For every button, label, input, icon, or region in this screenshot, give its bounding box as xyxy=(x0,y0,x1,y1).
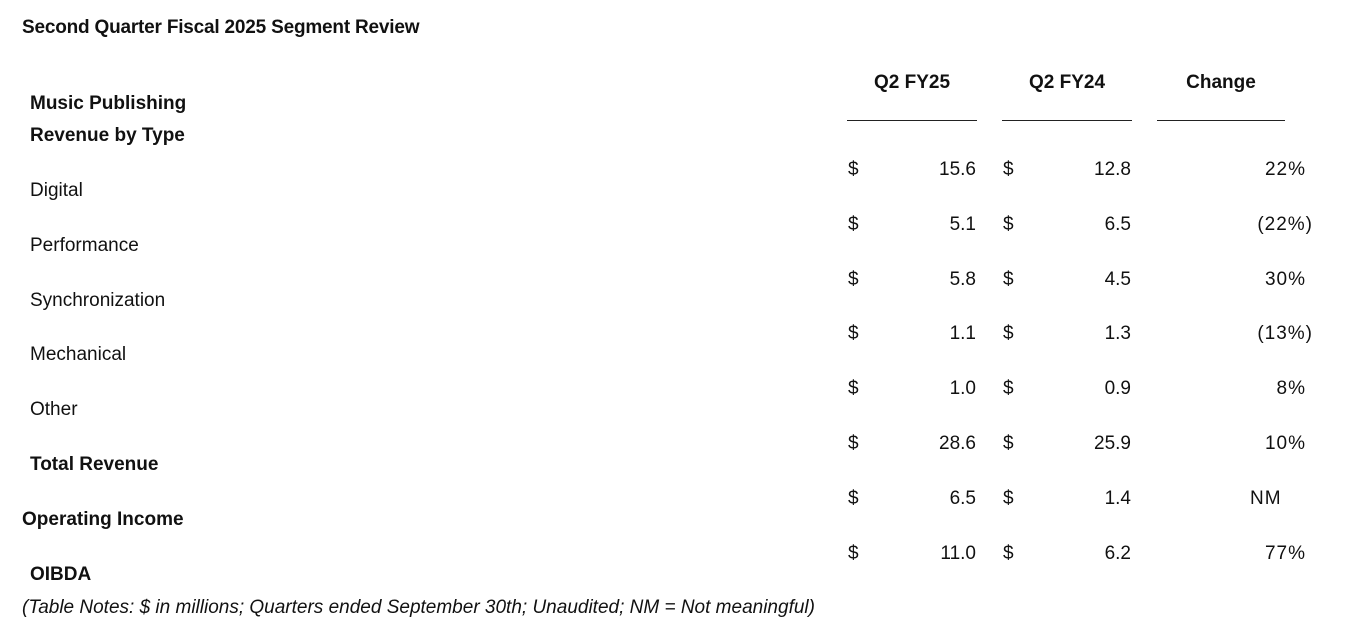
value-change: 22% xyxy=(1264,159,1306,180)
value-q2-fy24: 1.3 xyxy=(1104,323,1131,344)
currency-symbol: $ xyxy=(848,269,859,290)
currency-symbol: $ xyxy=(1003,214,1014,235)
column-header-q2-fy24: Q2 FY24 xyxy=(1028,72,1106,93)
section-heading-music-publishing: Music Publishing xyxy=(30,93,187,114)
value-change: 77% xyxy=(1264,543,1306,564)
currency-symbol: $ xyxy=(1003,269,1014,290)
currency-symbol: $ xyxy=(1003,543,1014,564)
currency-symbol: $ xyxy=(1003,378,1014,399)
currency-symbol: $ xyxy=(1003,433,1014,454)
row-label: Other xyxy=(30,399,78,420)
row-label: OIBDA xyxy=(30,564,92,585)
row-label: Operating Income xyxy=(22,509,184,530)
value-q2-fy25: 6.5 xyxy=(949,488,976,509)
currency-symbol: $ xyxy=(848,378,859,399)
column-rule-q2-fy24 xyxy=(1002,120,1132,121)
row-label: Digital xyxy=(30,180,83,201)
currency-symbol: $ xyxy=(1003,488,1014,509)
value-change: 10% xyxy=(1264,433,1306,454)
value-change: (13%) xyxy=(1257,323,1313,344)
value-change: NM xyxy=(1250,488,1282,509)
value-q2-fy24: 6.5 xyxy=(1104,214,1131,235)
value-q2-fy24: 6.2 xyxy=(1104,543,1131,564)
value-q2-fy24: 12.8 xyxy=(1094,159,1131,180)
column-rule-q2-fy25 xyxy=(847,120,977,121)
section-subheading-revenue-by-type: Revenue by Type xyxy=(30,125,185,146)
column-rule-change xyxy=(1157,120,1285,121)
currency-symbol: $ xyxy=(1003,323,1014,344)
value-q2-fy25: 1.0 xyxy=(949,378,976,399)
value-change: 30% xyxy=(1264,269,1306,290)
value-q2-fy25: 1.1 xyxy=(949,323,976,344)
row-label: Synchronization xyxy=(30,290,166,311)
column-header-q2-fy25: Q2 FY25 xyxy=(873,72,951,93)
row-label: Performance xyxy=(30,235,139,256)
currency-symbol: $ xyxy=(848,323,859,344)
currency-symbol: $ xyxy=(848,214,859,235)
value-q2-fy24: 4.5 xyxy=(1104,269,1131,290)
page-title: Second Quarter Fiscal 2025 Segment Revie… xyxy=(22,17,420,38)
value-q2-fy24: 25.9 xyxy=(1094,433,1131,454)
value-q2-fy25: 5.8 xyxy=(949,269,976,290)
currency-symbol: $ xyxy=(1003,159,1014,180)
value-q2-fy25: 11.0 xyxy=(940,543,976,564)
value-change: (22%) xyxy=(1257,214,1313,235)
column-header-change: Change xyxy=(1186,72,1256,93)
value-change: 8% xyxy=(1276,378,1306,399)
row-label: Mechanical xyxy=(30,344,127,365)
currency-symbol: $ xyxy=(848,543,859,564)
value-q2-fy25: 5.1 xyxy=(949,214,976,235)
value-q2-fy25: 15.6 xyxy=(939,159,976,180)
value-q2-fy24: 0.9 xyxy=(1104,378,1131,399)
value-q2-fy24: 1.4 xyxy=(1104,488,1131,509)
row-label: Total Revenue xyxy=(30,454,159,475)
currency-symbol: $ xyxy=(848,488,859,509)
currency-symbol: $ xyxy=(848,159,859,180)
currency-symbol: $ xyxy=(848,433,859,454)
table-notes: (Table Notes: $ in millions; Quarters en… xyxy=(22,597,815,618)
value-q2-fy25: 28.6 xyxy=(939,433,976,454)
